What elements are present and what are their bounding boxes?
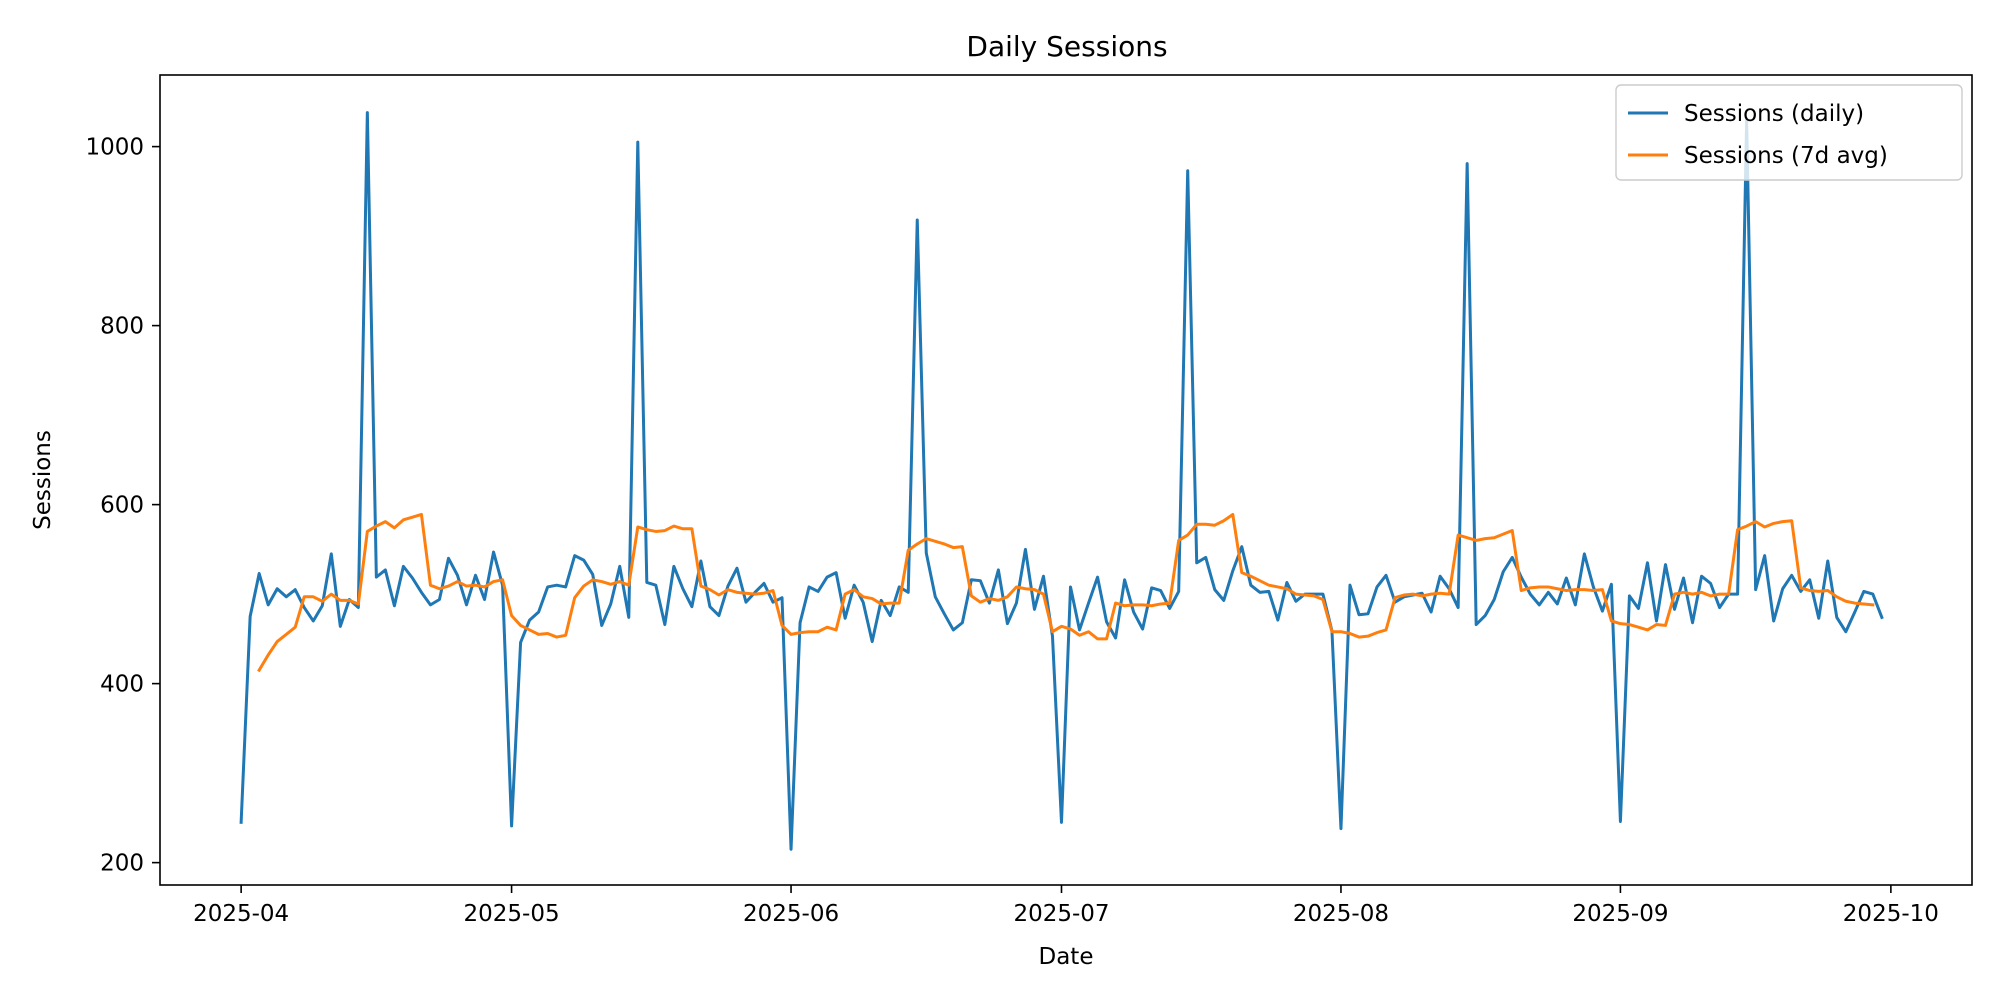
x-tick-label: 2025-06 [743, 901, 839, 927]
legend: Sessions (daily) Sessions (7d avg) [1615, 84, 1963, 181]
legend-label: Sessions (7d avg) [1684, 143, 1888, 169]
x-tick-label: 2025-04 [193, 901, 289, 927]
x-tick-label: 2025-10 [1843, 901, 1939, 927]
y-tick-label: 1000 [85, 135, 144, 161]
plot-frame [159, 74, 1973, 886]
y-axis-label: Sessions [30, 430, 56, 530]
x-tick-label: 2025-07 [1013, 901, 1109, 927]
y-tick-label: 800 [100, 314, 144, 340]
legend-label: Sessions (daily) [1684, 101, 1864, 127]
y-tick-label: 600 [100, 493, 144, 519]
x-axis-label: Date [1039, 944, 1094, 970]
series-line-daily [239, 111, 1884, 851]
chart-title: Daily Sessions [966, 30, 1167, 63]
y-tick-label: 200 [100, 851, 144, 877]
x-tick-label: 2025-05 [464, 901, 560, 927]
series-line-avg [257, 512, 1875, 673]
x-tick-label: 2025-08 [1293, 901, 1389, 927]
y-tick-label: 400 [100, 672, 144, 698]
legend-box [1615, 84, 1963, 181]
x-tick-label: 2025-09 [1572, 901, 1668, 927]
